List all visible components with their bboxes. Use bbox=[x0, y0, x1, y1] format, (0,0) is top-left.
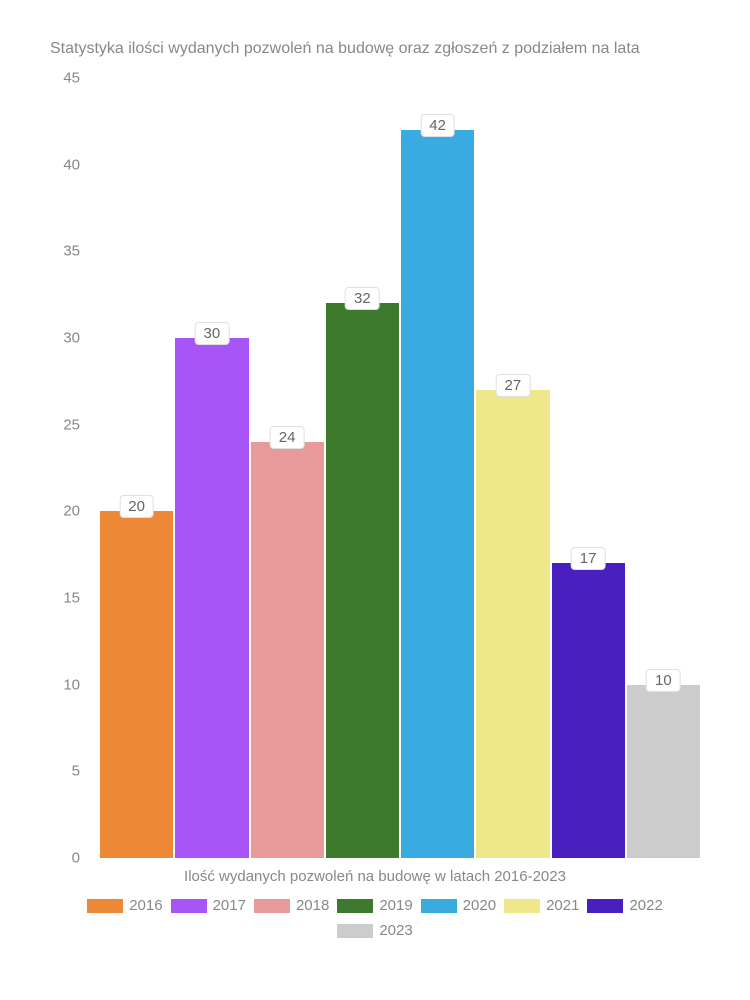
bar-value-label: 27 bbox=[496, 374, 531, 397]
y-tick: 40 bbox=[45, 156, 80, 173]
legend-label: 2022 bbox=[629, 897, 662, 914]
legend-swatch bbox=[337, 899, 373, 913]
bar-2018: 24 bbox=[251, 442, 324, 858]
x-axis-label: Ilość wydanych pozwoleń na budowę w lata… bbox=[30, 868, 720, 885]
y-tick: 35 bbox=[45, 243, 80, 260]
legend: 2016 2017 2018 2019 2020 2021 2022 2023 bbox=[30, 897, 720, 939]
legend-item-2022: 2022 bbox=[587, 897, 662, 914]
legend-label: 2019 bbox=[379, 897, 412, 914]
chart-container: Statystyka ilości wydanych pozwoleń na b… bbox=[30, 40, 720, 970]
bar-value-label: 17 bbox=[571, 547, 606, 570]
legend-item-2019: 2019 bbox=[337, 897, 412, 914]
bars-area: 2030243242271710 bbox=[100, 78, 700, 858]
legend-swatch bbox=[171, 899, 207, 913]
legend-swatch bbox=[421, 899, 457, 913]
y-axis: 051015202530354045 bbox=[45, 78, 80, 858]
bar-wrapper: 30 bbox=[175, 78, 248, 858]
y-tick: 0 bbox=[45, 850, 80, 867]
chart-title: Statystyka ilości wydanych pozwoleń na b… bbox=[30, 40, 720, 58]
legend-label: 2017 bbox=[213, 897, 246, 914]
y-tick: 15 bbox=[45, 590, 80, 607]
legend-item-2021: 2021 bbox=[504, 897, 579, 914]
bar-value-label: 30 bbox=[195, 322, 230, 345]
y-tick: 45 bbox=[45, 70, 80, 87]
bar-2019: 32 bbox=[326, 303, 399, 858]
bar-2022: 17 bbox=[552, 563, 625, 858]
bar-2017: 30 bbox=[175, 338, 248, 858]
y-tick: 25 bbox=[45, 416, 80, 433]
legend-swatch bbox=[587, 899, 623, 913]
bar-wrapper: 42 bbox=[401, 78, 474, 858]
y-tick: 5 bbox=[45, 763, 80, 780]
legend-label: 2018 bbox=[296, 897, 329, 914]
bar-wrapper: 17 bbox=[552, 78, 625, 858]
legend-item-2017: 2017 bbox=[171, 897, 246, 914]
bar-value-label: 10 bbox=[646, 669, 681, 692]
legend-item-2016: 2016 bbox=[87, 897, 162, 914]
bar-value-label: 24 bbox=[270, 426, 305, 449]
legend-label: 2020 bbox=[463, 897, 496, 914]
plot-area: 051015202530354045 2030243242271710 bbox=[80, 78, 720, 858]
legend-swatch bbox=[87, 899, 123, 913]
legend-swatch bbox=[504, 899, 540, 913]
legend-label: 2023 bbox=[379, 922, 412, 939]
legend-item-2018: 2018 bbox=[254, 897, 329, 914]
bar-value-label: 42 bbox=[420, 114, 455, 137]
bar-value-label: 32 bbox=[345, 287, 380, 310]
bar-wrapper: 20 bbox=[100, 78, 173, 858]
y-tick: 30 bbox=[45, 330, 80, 347]
bar-wrapper: 32 bbox=[326, 78, 399, 858]
y-tick: 10 bbox=[45, 676, 80, 693]
bar-value-label: 20 bbox=[119, 495, 154, 518]
legend-label: 2021 bbox=[546, 897, 579, 914]
bar-wrapper: 24 bbox=[251, 78, 324, 858]
bar-2020: 42 bbox=[401, 130, 474, 858]
legend-item-2023: 2023 bbox=[337, 922, 412, 939]
y-tick: 20 bbox=[45, 503, 80, 520]
legend-label: 2016 bbox=[129, 897, 162, 914]
bar-2021: 27 bbox=[476, 390, 549, 858]
legend-item-2020: 2020 bbox=[421, 897, 496, 914]
bar-2016: 20 bbox=[100, 511, 173, 858]
bar-wrapper: 10 bbox=[627, 78, 700, 858]
bar-wrapper: 27 bbox=[476, 78, 549, 858]
legend-swatch bbox=[337, 924, 373, 938]
bar-2023: 10 bbox=[627, 685, 700, 858]
legend-swatch bbox=[254, 899, 290, 913]
